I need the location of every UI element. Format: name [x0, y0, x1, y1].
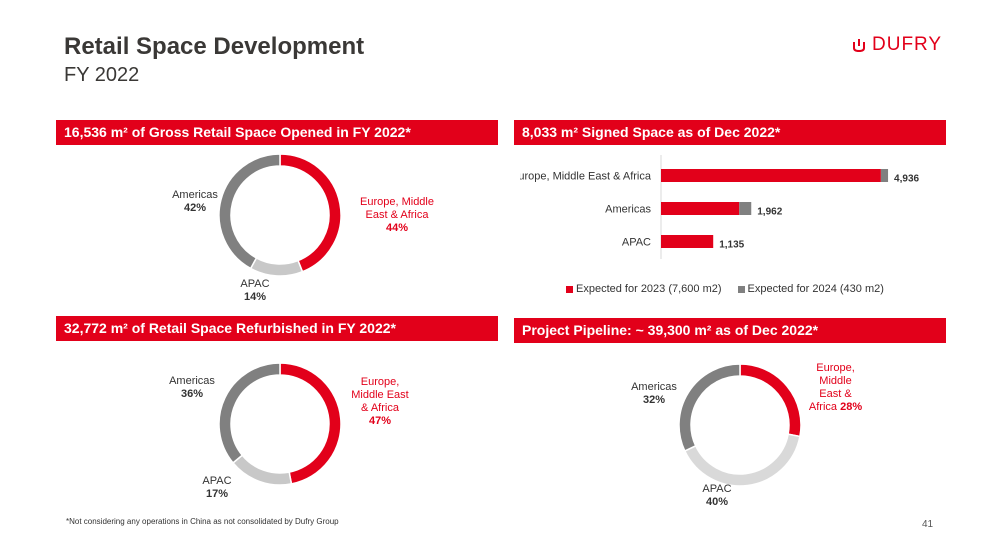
opened-label-emea: Europe, Middle East & Africa 44% — [360, 196, 434, 234]
bar-category-label: Americas — [605, 204, 651, 216]
donut-slice-europe-middle-east-africa — [279, 362, 342, 485]
pipeline-banner: Project Pipeline: ~ 39,300 m² as of Dec … — [514, 318, 946, 343]
refurbished-label-americas: Americas 36% — [169, 375, 215, 400]
bar-category-label: Europe, Middle East & Africa — [520, 171, 652, 183]
pipeline-label-emea: Europe, Middle East & Africa 28% — [808, 362, 863, 413]
opened-banner: 16,536 m² of Gross Retail Space Opened i… — [56, 120, 498, 145]
donut-slice-apac — [683, 433, 801, 487]
bar-segment-2023 — [661, 169, 881, 182]
page-subtitle: FY 2022 — [64, 64, 140, 86]
legend-swatch-2024 — [737, 285, 745, 293]
donut-slice-europe-middle-east-africa — [279, 153, 342, 273]
bar-category-label: APAC — [622, 237, 651, 249]
legend-item-2024: Expected for 2024 (430 m2) — [737, 283, 884, 295]
brand-logo: DUFRY — [852, 34, 942, 56]
donut-slice-americas — [218, 153, 281, 270]
donut-slice-americas — [678, 363, 741, 452]
bar-segment-2024 — [880, 169, 889, 182]
logo-text: DUFRY — [872, 34, 943, 55]
refurbished-banner: 32,772 m² of Retail Space Refurbished in… — [56, 316, 498, 341]
pipeline-donut-chart — [678, 363, 802, 487]
signed-bar-chart: Europe, Middle East & Africa 4,936 America… — [520, 155, 920, 259]
page-number: 41 — [922, 519, 934, 530]
refurbished-label-apac: APAC 17% — [202, 475, 232, 500]
bar-segment-2023 — [661, 235, 714, 248]
donut-slice-europe-middle-east-africa — [739, 363, 802, 438]
bar-total-label: 1,962 — [757, 207, 782, 218]
opened-donut-chart — [218, 153, 342, 277]
signed-banner: 8,033 m² Signed Space as of Dec 2022* — [514, 120, 946, 145]
donut-slice-apac — [249, 256, 304, 277]
bar-total-label: 4,936 — [894, 174, 919, 185]
page-title: Retail Space Development — [64, 33, 365, 60]
dufry-icon — [853, 39, 865, 52]
legend-swatch-2023 — [566, 285, 573, 293]
donut-slice-americas — [218, 362, 281, 464]
signed-legend: Expected for 2023 (7,600 m2) Expected fo… — [566, 283, 884, 295]
opened-label-americas: Americas 42% — [172, 189, 218, 214]
bar-total-label: 1,135 — [719, 240, 744, 251]
footnote: *Not considering any operations in China… — [66, 517, 339, 526]
bar-segment-2024 — [739, 202, 752, 215]
refurbished-label-emea: Europe, Middle East & Africa 47% — [351, 376, 409, 427]
pipeline-label-apac: APAC 40% — [702, 483, 732, 508]
pipeline-label-americas: Americas 32% — [631, 381, 677, 406]
opened-label-apac: APAC 14% — [240, 278, 270, 303]
legend-item-2023: Expected for 2023 (7,600 m2) — [566, 283, 722, 295]
refurbished-donut-chart — [218, 362, 342, 486]
bar-segment-2023 — [661, 202, 740, 215]
